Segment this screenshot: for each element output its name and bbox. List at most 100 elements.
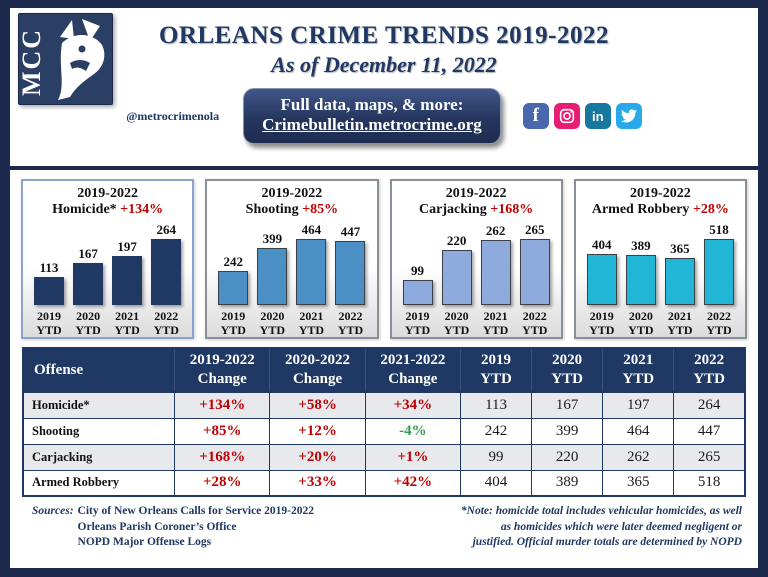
chart-offense-name: Shooting	[245, 202, 303, 217]
col-header-2021-2022-change: 2021-2022 Change	[364, 347, 462, 393]
bar-group: 389 2020 YTD	[625, 220, 657, 338]
bar-group: 167 2020 YTD	[72, 220, 104, 338]
bar-value-label: 447	[340, 224, 361, 239]
source-line: Orleans Parish Coroner’s Office	[77, 520, 237, 533]
bar	[257, 248, 288, 305]
bar	[296, 239, 327, 305]
chart-offense-name: Homicide*	[52, 202, 121, 217]
chart-card-carjacking: 2019-2022 Carjacking +168% 99 2019 YTD 220 20…	[389, 179, 563, 339]
chart-title-years: 2019-2022	[445, 186, 507, 201]
chart-title-offense: Armed Robbery +28%	[582, 202, 739, 218]
bar	[151, 239, 182, 305]
bar-value-label: 99	[411, 263, 424, 278]
chart-card-armed-robbery: 2019-2022 Armed Robbery +28% 404 2019 YTD 38…	[573, 179, 747, 339]
bar-stack: 264	[151, 220, 182, 305]
axis-label: 2021 YTD	[482, 309, 509, 338]
bar	[664, 258, 695, 305]
header: MCC ORLEANS CRIME TRENDS 2019-2022 As of…	[10, 8, 758, 170]
bar-group: 242 2019 YTD	[217, 220, 249, 338]
change-cell: +168%	[174, 443, 271, 471]
bar-stack: 404	[586, 220, 617, 305]
bar	[335, 241, 366, 305]
change-cell: +34%	[364, 391, 462, 419]
axis-label: 2021 YTD	[298, 309, 325, 338]
linkedin-icon[interactable]: in	[584, 103, 611, 129]
wolf-icon	[58, 19, 105, 100]
table-head: Offense 2019-2022 Change 2020-2022 Change 2…	[22, 347, 746, 393]
ytd-cell: 264	[673, 391, 746, 419]
offense-cell: Shooting	[22, 417, 176, 445]
bar-value-label: 518	[709, 222, 729, 237]
sources-label: Sources:	[32, 505, 74, 517]
bar-stack: 464	[296, 220, 327, 305]
instagram-icon[interactable]	[553, 103, 580, 129]
change-cell: +28%	[174, 469, 271, 497]
bar-value-label: 399	[262, 231, 283, 246]
col-header-2019-2022-change: 2019-2022 Change	[174, 347, 271, 393]
social-handle: @metrocrimenola	[126, 108, 220, 123]
twitter-icon[interactable]	[615, 103, 642, 129]
ytd-cell: 404	[459, 469, 533, 497]
chart-change-pct: +134%	[120, 202, 164, 217]
table-header-row: Offense 2019-2022 Change 2020-2022 Change 2…	[22, 347, 746, 393]
axis-label: 2019 YTD	[220, 309, 246, 338]
footer: Sources: City of New Orleans Calls for S…	[10, 497, 758, 551]
chart-offense-name: Carjacking	[419, 202, 491, 217]
chart-card-shooting: 2019-2022 Shooting +85% 242 2019 YTD 399 2020…	[205, 179, 379, 339]
bar-stack: 99	[402, 220, 433, 305]
axis-label: 2022 YTD	[706, 309, 732, 338]
bar-stack: 389	[625, 220, 656, 305]
bar-group: 518 2022 YTD	[703, 220, 735, 338]
col-header-2019-ytd: 2019 YTD	[459, 347, 533, 393]
bar-stack: 197	[112, 220, 143, 305]
bar-group: 99 2019 YTD	[402, 220, 434, 338]
bar	[441, 250, 472, 305]
ytd-cell: 518	[673, 469, 746, 497]
header-row2: @metrocrimenola Full data, maps, & more:…	[10, 88, 758, 144]
col-header-2022-ytd: 2022 YTD	[673, 347, 746, 393]
bar	[519, 239, 550, 305]
crimebulletin-link-banner[interactable]: Full data, maps, & more: Crimebulletin.m…	[243, 88, 501, 144]
page: MCC ORLEANS CRIME TRENDS 2019-2022 As of…	[10, 8, 758, 568]
change-cell: +12%	[269, 417, 366, 445]
chart-change-pct: +28%	[692, 202, 729, 217]
ytd-cell: 220	[531, 443, 604, 471]
bar-stack: 365	[664, 220, 695, 305]
source-line: City of New Orleans Calls for Service 20…	[77, 505, 314, 517]
bar-value-label: 264	[156, 222, 176, 237]
sources-list: City of New Orleans Calls for Service 20…	[78, 504, 314, 551]
facebook-icon[interactable]: f	[522, 103, 549, 129]
page-title: ORLEANS CRIME TRENDS 2019-2022	[158, 22, 609, 49]
bar-stack: 242	[218, 220, 249, 305]
homicide-note: *Note: homicide total includes vehicular…	[460, 505, 742, 549]
bar-group: 464 2021 YTD	[295, 220, 327, 338]
change-cell: +1%	[364, 443, 462, 471]
axis-label: 2022 YTD	[337, 309, 364, 338]
bar-group: 399 2020 YTD	[256, 220, 288, 338]
banner-text: Full data, maps, & more:	[280, 95, 464, 114]
page-subtitle: As of December 11, 2022	[271, 52, 497, 77]
change-cell: +134%	[174, 391, 271, 419]
chart-title-years: 2019-2022	[261, 186, 323, 201]
ytd-cell: 399	[531, 417, 604, 445]
axis-label: 2020 YTD	[628, 309, 654, 338]
crimebulletin-url-link[interactable]: Crimebulletin.metrocrime.org	[262, 115, 482, 134]
bar-group: 262 2021 YTD	[480, 220, 512, 338]
bar-value-label: 389	[631, 238, 651, 253]
axis-label: 2020 YTD	[443, 309, 470, 338]
table-row-carjacking: Carjacking +168% +20% +1% 99 220 262 265	[22, 443, 746, 471]
bar-value-label: 197	[117, 239, 137, 254]
chart-title-offense: Shooting +85%	[213, 202, 370, 218]
change-cell: +42%	[364, 469, 462, 497]
table-wrap: Offense 2019-2022 Change 2020-2022 Change 2…	[10, 345, 758, 497]
chart-title-years: 2019-2022	[630, 186, 691, 201]
chart-plot: 404 2019 YTD 389 2020 YTD 365 2021 YTD 518 2022…	[582, 220, 739, 338]
axis-label: 2019 YTD	[404, 309, 431, 338]
offense-cell: Homicide*	[22, 391, 176, 419]
bar	[586, 254, 617, 305]
chart-plot: 113 2019 YTD 167 2020 YTD 197 2021 YTD 264 2022…	[29, 220, 186, 338]
bar	[480, 240, 511, 305]
axis-label: 2022 YTD	[153, 309, 179, 338]
change-cell: +33%	[269, 469, 366, 497]
chart-title-offense: Homicide* +134%	[29, 202, 186, 218]
